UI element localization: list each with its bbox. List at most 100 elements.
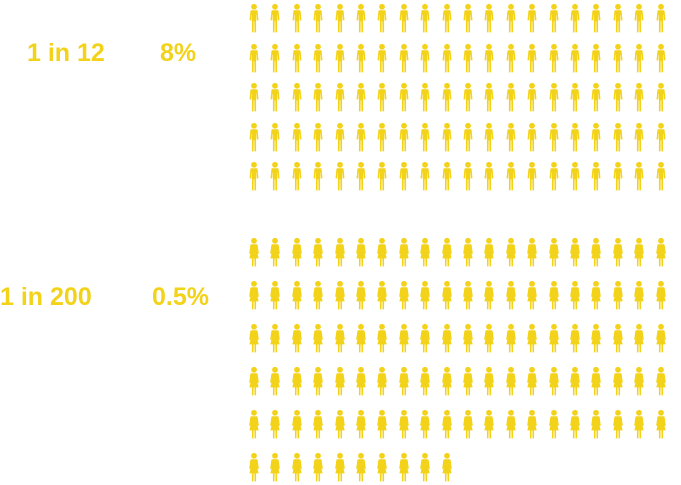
woman-icon (356, 452, 366, 482)
woman-icon (334, 452, 345, 482)
man-icon (335, 3, 345, 33)
woman-icon (270, 237, 281, 267)
man-icon (656, 161, 666, 191)
woman-icon (484, 237, 495, 267)
woman-icon (505, 366, 516, 396)
woman-icon (270, 452, 281, 482)
man-icon (356, 82, 366, 112)
man-icon (634, 43, 644, 72)
man-icon (270, 122, 280, 151)
man-icon (591, 122, 601, 151)
woman-icon (634, 280, 644, 310)
man-icon (506, 122, 516, 151)
woman-icon (420, 366, 430, 396)
woman-icon (249, 409, 259, 439)
woman-icon (334, 366, 345, 396)
women-icon-grid (246, 234, 681, 482)
woman-icon (334, 409, 345, 439)
stat-percent-women: 0.5% (152, 283, 209, 311)
woman-icon (398, 323, 409, 353)
man-icon (656, 3, 666, 33)
man-icon (399, 3, 409, 33)
woman-icon (441, 452, 452, 482)
man-icon (570, 43, 580, 72)
man-icon (463, 43, 473, 72)
woman-icon (398, 280, 409, 310)
man-icon (613, 82, 623, 112)
woman-icon (441, 280, 452, 310)
man-icon (377, 3, 387, 33)
man-icon (420, 161, 430, 191)
man-icon (399, 122, 409, 151)
man-icon (292, 43, 302, 72)
man-icon (420, 122, 430, 151)
man-icon (591, 82, 601, 112)
woman-icon (420, 280, 430, 310)
woman-icon (548, 366, 559, 396)
stat-ratio-women: 1 in 200 (0, 283, 92, 311)
woman-icon (484, 280, 495, 310)
man-icon (484, 82, 494, 112)
man-icon (527, 82, 537, 112)
man-icon (463, 3, 473, 33)
woman-icon (655, 323, 666, 353)
man-icon (377, 43, 387, 72)
man-icon (270, 43, 280, 72)
man-icon (292, 161, 302, 191)
men-icon-grid (246, 0, 681, 195)
man-icon (377, 122, 387, 151)
woman-icon (377, 323, 388, 353)
woman-icon (527, 409, 537, 439)
woman-icon (655, 280, 666, 310)
man-icon (442, 3, 452, 33)
man-icon (549, 43, 559, 72)
man-icon (377, 82, 387, 112)
man-icon (249, 122, 259, 151)
man-icon (270, 161, 280, 191)
woman-icon (570, 237, 580, 267)
man-icon (656, 82, 666, 112)
man-icon (527, 122, 537, 151)
woman-icon (313, 280, 323, 310)
man-icon (420, 43, 430, 72)
woman-icon (356, 280, 366, 310)
woman-icon (505, 237, 516, 267)
woman-icon (634, 323, 644, 353)
woman-icon (270, 323, 281, 353)
woman-icon (249, 452, 259, 482)
woman-icon (527, 366, 537, 396)
woman-icon (591, 366, 602, 396)
man-icon (463, 161, 473, 191)
man-icon (335, 161, 345, 191)
man-icon (656, 122, 666, 151)
woman-icon (527, 323, 537, 353)
woman-icon (612, 409, 623, 439)
man-icon (506, 82, 516, 112)
woman-icon (291, 323, 302, 353)
man-icon (634, 82, 644, 112)
man-icon (420, 82, 430, 112)
man-icon (634, 3, 644, 33)
woman-icon (612, 366, 623, 396)
man-icon (399, 161, 409, 191)
woman-icon (377, 409, 388, 439)
woman-icon (463, 409, 473, 439)
woman-icon (313, 409, 323, 439)
man-icon (270, 82, 280, 112)
man-icon (249, 43, 259, 72)
man-icon (399, 43, 409, 72)
woman-icon (377, 237, 388, 267)
woman-icon (270, 366, 281, 396)
man-icon (249, 3, 259, 33)
woman-icon (291, 366, 302, 396)
man-icon (442, 122, 452, 151)
man-icon (313, 3, 323, 33)
woman-icon (463, 323, 473, 353)
woman-icon (591, 237, 602, 267)
man-icon (335, 122, 345, 151)
man-icon (527, 161, 537, 191)
man-icon (356, 161, 366, 191)
man-icon (270, 3, 280, 33)
woman-icon (505, 323, 516, 353)
man-icon (292, 82, 302, 112)
